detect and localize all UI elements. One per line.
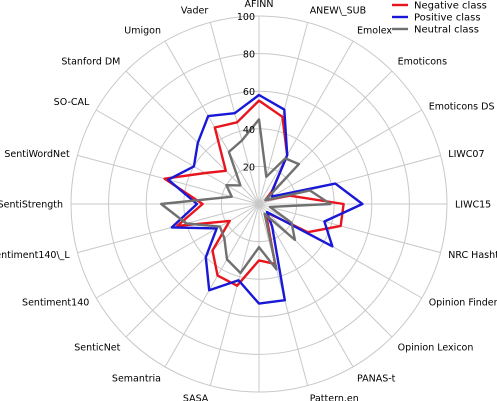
axis-label: Emoticons DS bbox=[429, 102, 495, 113]
spoke-7 bbox=[258, 203, 441, 254]
axis-label: AFINN bbox=[245, 0, 274, 10]
axis-label: SentiStrength bbox=[0, 200, 63, 211]
spoke-10 bbox=[258, 203, 354, 368]
axis-label: Opinion Finder bbox=[429, 298, 497, 309]
r-tick-label: 80 bbox=[243, 50, 255, 61]
r-tick-label: 60 bbox=[243, 87, 255, 98]
r-tick-label: 100 bbox=[237, 12, 255, 23]
spoke-14 bbox=[164, 203, 260, 368]
series-line-neutral-class bbox=[159, 118, 332, 275]
spoke-21 bbox=[125, 70, 260, 205]
spoke-17 bbox=[77, 203, 260, 254]
spoke-15 bbox=[125, 203, 260, 338]
grid-layer bbox=[70, 15, 448, 393]
spoke-16 bbox=[95, 203, 260, 299]
axis-label: SenticNet bbox=[74, 343, 120, 354]
series-line-positive-class bbox=[166, 93, 364, 305]
axis-label: Emoticons bbox=[398, 56, 447, 67]
legend-label-neutral-class: Neutral class bbox=[414, 25, 479, 36]
axis-label: NRC Hashtag bbox=[448, 250, 497, 261]
axis-label: SO-CAL bbox=[54, 97, 90, 108]
axis-label: LIWC07 bbox=[448, 149, 484, 160]
axis-label: Vader bbox=[181, 6, 208, 17]
spoke-4 bbox=[258, 109, 423, 205]
legend-label-negative-class: Negative class bbox=[414, 1, 487, 12]
axis-label: Opinion Lexicon bbox=[398, 343, 474, 354]
spoke-13 bbox=[209, 203, 260, 386]
legend-label-positive-class: Positive class bbox=[414, 13, 481, 24]
series-layer bbox=[159, 93, 364, 305]
axis-label: LIWC15 bbox=[455, 200, 491, 211]
r-tick-label: 20 bbox=[243, 162, 255, 173]
spoke-9 bbox=[258, 203, 393, 338]
axis-label: SentiWordNet bbox=[4, 149, 70, 160]
axis-label: Sentiment140 bbox=[22, 298, 89, 309]
axis-label: PANAS-t bbox=[357, 374, 396, 385]
axis-label: Sentiment140\_L bbox=[0, 250, 70, 261]
axis-label: Umigon bbox=[124, 25, 161, 36]
axis-label: Emolex bbox=[357, 25, 392, 36]
r-tick-label: 40 bbox=[243, 125, 255, 136]
axis-label: Semantria bbox=[112, 374, 161, 385]
axis-label: Stanford DM bbox=[61, 56, 120, 67]
axis-label: Pattern.en bbox=[310, 393, 359, 401]
spoke-20 bbox=[95, 109, 260, 205]
spoke-2 bbox=[258, 40, 354, 205]
axis-label: SASA bbox=[183, 393, 209, 401]
spoke-22 bbox=[164, 40, 260, 205]
axis-label: ANEW\_SUB bbox=[310, 6, 366, 17]
